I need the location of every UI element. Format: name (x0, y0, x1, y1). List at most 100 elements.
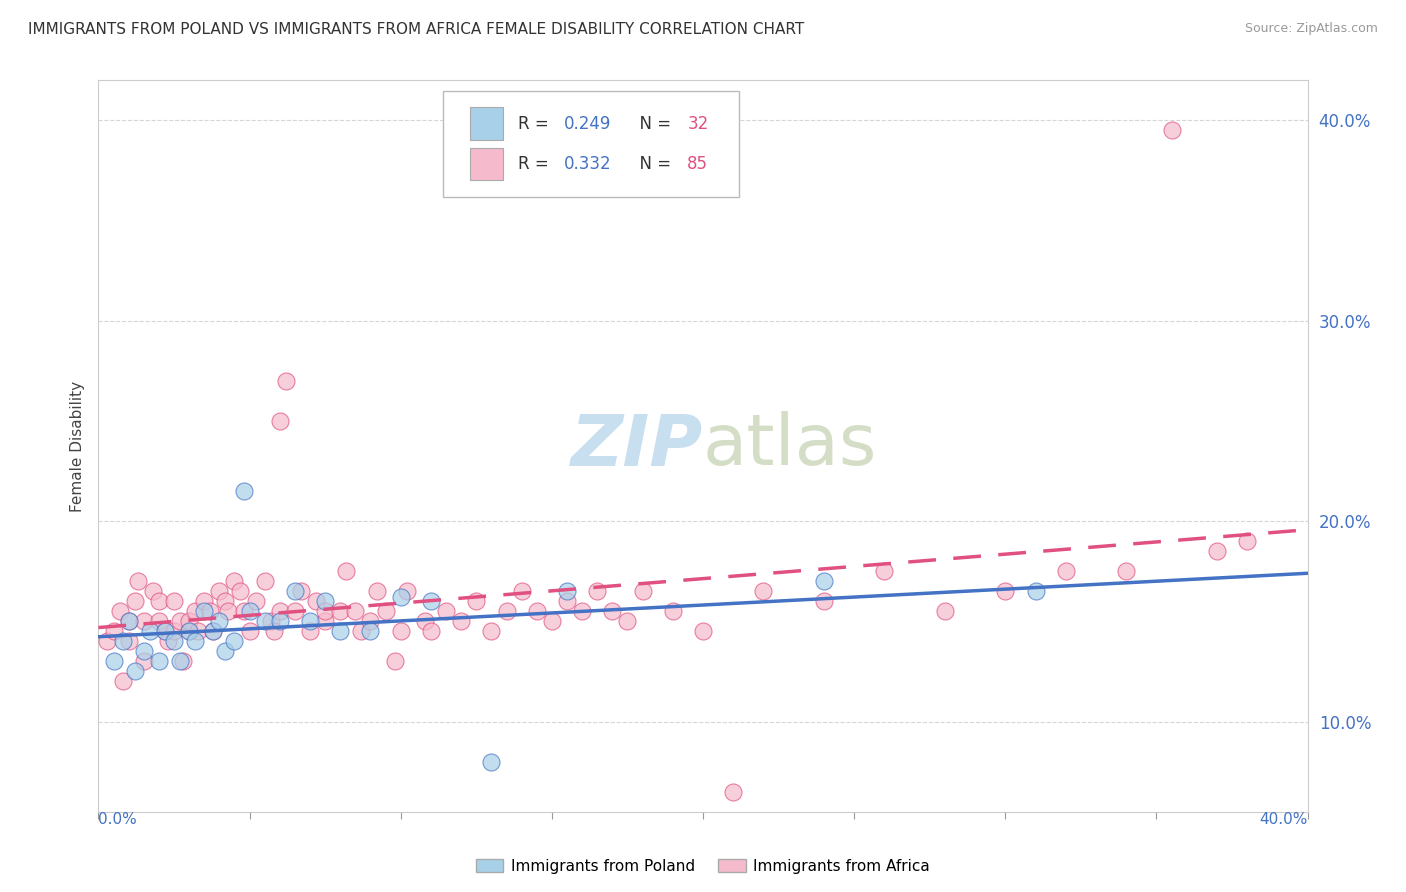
Point (163, 624, 186, 639)
Point (299, 624, 322, 639)
Point (1160, 123, 1182, 137)
Point (284, 584, 307, 599)
Point (481, 755, 503, 769)
Point (329, 624, 352, 639)
Point (148, 655, 170, 669)
Point (132, 644, 155, 658)
Point (586, 584, 609, 599)
Point (148, 594, 170, 608)
Point (465, 594, 488, 608)
Point (239, 604, 262, 618)
Point (245, 594, 267, 608)
Point (202, 624, 225, 639)
Point (148, 615, 170, 629)
Point (540, 615, 562, 629)
Point (269, 615, 291, 629)
Text: IMMIGRANTS FROM POLAND VS IMMIGRANTS FROM AFRICA FEMALE DISABILITY CORRELATION C: IMMIGRANTS FROM POLAND VS IMMIGRANTS FRO… (28, 22, 804, 37)
Text: ZIP: ZIP (571, 411, 703, 481)
Text: 85: 85 (688, 155, 709, 173)
Text: 32: 32 (688, 115, 709, 133)
Point (260, 615, 283, 629)
Point (450, 615, 472, 629)
Point (142, 584, 165, 599)
Point (1054, 564, 1077, 578)
Point (111, 674, 134, 689)
Text: N =: N = (630, 155, 676, 173)
Point (1024, 584, 1046, 599)
Point (631, 584, 654, 599)
Point (420, 594, 443, 608)
Point (314, 604, 336, 618)
Point (1236, 534, 1258, 549)
Point (132, 615, 155, 629)
Point (163, 594, 186, 608)
Point (208, 615, 231, 629)
Point (224, 634, 246, 648)
Point (232, 604, 254, 618)
Text: 40.0%: 40.0% (1260, 812, 1308, 827)
Point (616, 615, 638, 629)
Point (163, 634, 186, 648)
Point (96, 634, 118, 648)
Point (384, 655, 406, 669)
Point (184, 634, 207, 648)
Point (994, 584, 1017, 599)
Y-axis label: Female Disability: Female Disability (69, 380, 84, 512)
Point (239, 624, 262, 639)
Point (314, 615, 336, 629)
FancyBboxPatch shape (470, 147, 503, 180)
Point (111, 634, 134, 648)
Point (571, 604, 593, 618)
Point (420, 624, 443, 639)
Point (202, 624, 225, 639)
Point (184, 604, 207, 618)
Text: R =: R = (517, 115, 554, 133)
Point (169, 655, 191, 669)
Point (299, 615, 322, 629)
Point (229, 584, 252, 599)
Text: 0.249: 0.249 (564, 115, 612, 133)
Point (526, 604, 548, 618)
Point (290, 584, 312, 599)
Point (153, 624, 176, 639)
Point (253, 615, 276, 629)
Point (124, 665, 146, 679)
Point (360, 615, 382, 629)
Point (214, 644, 236, 658)
Point (103, 624, 125, 639)
Point (269, 604, 291, 618)
Point (360, 624, 382, 639)
Point (366, 584, 388, 599)
Point (274, 374, 297, 388)
Point (263, 624, 285, 639)
Point (434, 604, 457, 618)
Text: 0.332: 0.332 (564, 155, 612, 173)
Point (510, 584, 533, 599)
Point (335, 564, 357, 578)
Point (179, 624, 201, 639)
Point (1115, 564, 1137, 578)
Point (723, 785, 745, 799)
Point (374, 604, 396, 618)
Point (179, 624, 201, 639)
Point (344, 604, 367, 618)
Text: N =: N = (630, 115, 676, 133)
Point (752, 584, 775, 599)
Point (179, 615, 201, 629)
Point (127, 574, 149, 589)
Point (214, 594, 236, 608)
Point (193, 604, 215, 618)
Point (813, 594, 835, 608)
Legend: Immigrants from Poland, Immigrants from Africa: Immigrants from Poland, Immigrants from … (470, 853, 936, 880)
Point (934, 604, 956, 618)
Point (193, 594, 215, 608)
Point (139, 624, 162, 639)
Point (108, 604, 131, 618)
Text: 0.0%: 0.0% (98, 812, 138, 827)
Point (124, 594, 146, 608)
Point (169, 615, 191, 629)
Point (873, 564, 896, 578)
FancyBboxPatch shape (443, 91, 740, 197)
Point (224, 574, 246, 589)
Point (813, 574, 835, 589)
